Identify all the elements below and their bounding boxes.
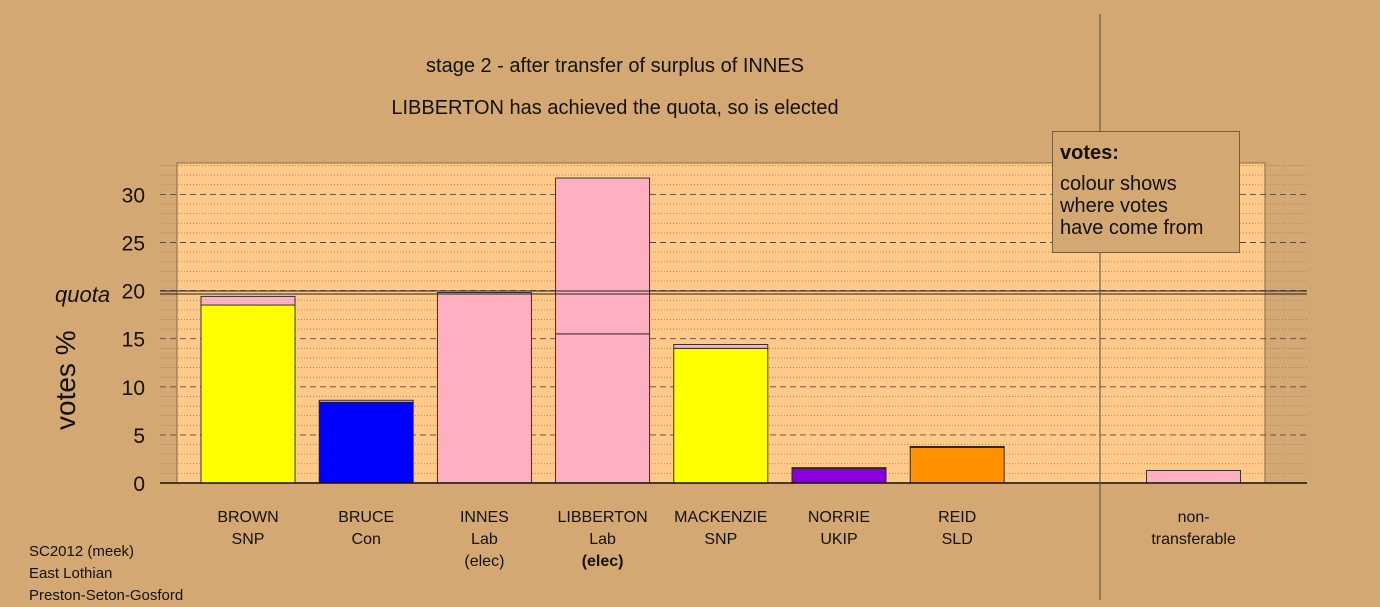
category-label: BROWN xyxy=(217,509,278,526)
bar-segment xyxy=(318,401,414,484)
y-tick-label: 0 xyxy=(133,473,145,496)
y-tick-label: 20 xyxy=(122,281,145,304)
legend-title: votes: xyxy=(1060,142,1119,164)
y-tick-label: 30 xyxy=(122,184,145,207)
y-tick-label: 25 xyxy=(122,233,145,256)
bar-segment xyxy=(318,399,414,403)
bar-segment xyxy=(673,344,769,349)
bars-layer xyxy=(200,177,1242,484)
footer-line-ward: Preston-Seton-Gosford xyxy=(29,587,184,604)
category-label: REID xyxy=(938,509,976,526)
chart-title: stage 2 - after transfer of surplus of I… xyxy=(426,55,804,77)
category-label: SNP xyxy=(704,531,737,548)
category-label: MACKENZIE xyxy=(674,509,767,526)
y-tick-label: 15 xyxy=(122,329,145,352)
bar-segment xyxy=(791,467,887,470)
category-label: NORRIE xyxy=(808,509,870,526)
bar-segment xyxy=(436,292,532,484)
bar-segment xyxy=(909,445,1005,448)
bar-segment xyxy=(1146,470,1242,484)
y-tick-label: 10 xyxy=(122,377,145,400)
footer-line-election: SC2012 (meek) xyxy=(29,543,135,560)
category-label: INNES xyxy=(460,509,509,526)
chart-subtitle: LIBBERTON has achieved the quota, so is … xyxy=(391,97,839,119)
bar-segment xyxy=(555,177,651,335)
category-label: SNP xyxy=(232,531,265,548)
category-label: LIBBERTON xyxy=(558,509,648,526)
category-label: BRUCE xyxy=(338,509,394,526)
y-tick-label: 5 xyxy=(133,425,145,448)
category-label: transferable xyxy=(1151,531,1236,548)
category-label: (elec) xyxy=(582,553,624,570)
category-label: non- xyxy=(1178,509,1210,526)
category-label: UKIP xyxy=(820,531,857,548)
bar-segment xyxy=(673,347,769,484)
footer-line-council: East Lothian xyxy=(29,565,113,582)
category-label: Lab xyxy=(471,531,498,548)
legend-box: votes: colour shows where votes have com… xyxy=(1052,131,1240,253)
category-label: Lab xyxy=(589,531,616,548)
bar-segment xyxy=(200,295,296,306)
category-label: Con xyxy=(352,531,381,548)
bar-segment xyxy=(791,468,887,484)
footer-info: SC2012 (meek) East Lothian Preston-Seton… xyxy=(29,541,183,607)
category-label: (elec) xyxy=(464,553,504,570)
bar-segment xyxy=(555,333,651,484)
legend-body: colour shows where votes have come from xyxy=(1060,173,1204,239)
bar-segment xyxy=(200,304,296,484)
category-label: SLD xyxy=(942,531,973,548)
axis-layer: 0 5 10 15 20 25 30 BROWN SNP BRUCE Con INNES Lab (ele… xyxy=(122,14,1307,600)
quota-label: quota xyxy=(55,282,111,307)
y-axis-label: votes % xyxy=(50,330,81,430)
bar-segment xyxy=(909,446,1005,484)
